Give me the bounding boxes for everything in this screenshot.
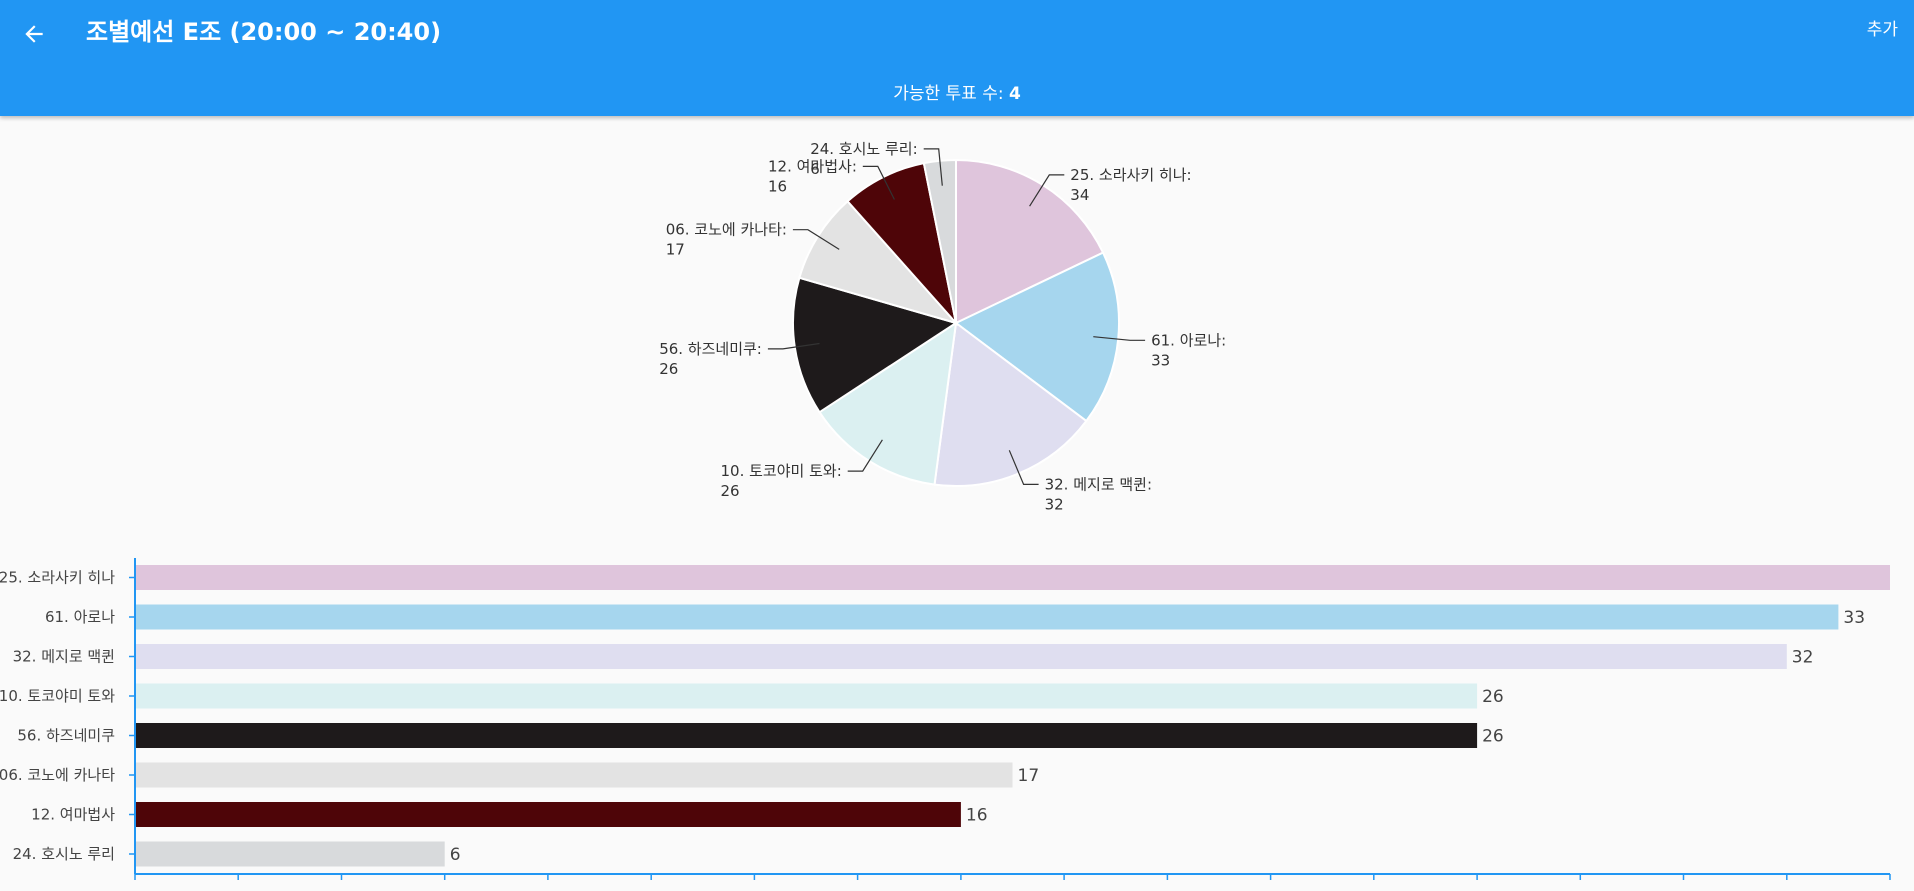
pie-leader-line <box>767 342 820 350</box>
bar-value-label: 17 <box>1018 766 1040 786</box>
page-title: 조별예선 E조 (20:00 ~ 20:40) <box>86 18 442 46</box>
pie-slice-label: 32. 메지로 맥퀸: 32 <box>1045 475 1152 513</box>
bar[interactable] <box>135 762 1013 788</box>
bar-category-label: 10. 토코야미 토와 <box>0 687 115 705</box>
bar-value-label: 26 <box>1482 687 1504 707</box>
bar[interactable] <box>135 683 1478 709</box>
bar-category-label: 12. 여마법사 <box>31 806 115 824</box>
bar-value-label: 26 <box>1482 727 1504 747</box>
pie-leader-line <box>792 229 840 250</box>
bar-category-label: 32. 메지로 맥퀸 <box>13 648 115 666</box>
add-button[interactable]: 추가 <box>1866 20 1898 40</box>
bar[interactable] <box>135 841 445 867</box>
pie-slice-label: 56. 하즈네미쿠: 26 <box>659 340 762 378</box>
bar-category-label: 24. 호시노 루리 <box>13 845 115 863</box>
pie-leader-line <box>923 148 943 186</box>
pie-leader-line <box>1008 450 1039 485</box>
bar[interactable] <box>135 565 1890 590</box>
pie-slice-label: 24. 호시노 루리: 6 <box>810 140 917 178</box>
bar[interactable] <box>135 644 1787 669</box>
pie-slice-label: 12. 여마법사: 16 <box>768 157 857 195</box>
bar-category-label: 56. 하즈네미쿠 <box>17 727 115 745</box>
pie-slice-label: 61. 아로나: 33 <box>1151 331 1226 369</box>
app-bar: 조별예선 E조 (20:00 ~ 20:40) 추가 가능한 투표 수: 4 <box>0 0 1914 116</box>
bar-value-label: 32 <box>1792 648 1814 668</box>
pie-leader-line <box>847 439 883 472</box>
pie-leader-line <box>1093 336 1146 341</box>
pie-slice-label: 25. 소라사키 히나: 34 <box>1070 166 1191 204</box>
arrow-left-icon <box>25 25 43 43</box>
back-button[interactable] <box>14 14 54 54</box>
pie-slice-label: 10. 토코야미 토와: 26 <box>721 462 842 500</box>
bar[interactable] <box>135 723 1478 748</box>
bar[interactable] <box>135 604 1839 630</box>
bar[interactable] <box>135 802 961 827</box>
bar-value-label: 33 <box>1843 608 1865 628</box>
bar-category-label: 06. 코노에 카나타 <box>0 766 115 784</box>
pie-leader-line <box>1029 174 1065 207</box>
bar-value-label: 6 <box>450 845 461 865</box>
pie-slice-label: 06. 코노에 카나타: 17 <box>666 221 787 259</box>
available-votes-label: 가능한 투표 수: <box>893 84 1009 104</box>
bar-value-label: 16 <box>966 806 988 826</box>
pie-leader-line <box>862 165 895 200</box>
available-votes-count: 4 <box>1008 84 1021 104</box>
bar-category-label: 61. 아로나 <box>45 608 115 626</box>
bar-category-label: 25. 소라사키 히나 <box>0 569 115 587</box>
available-votes: 가능한 투표 수: 4 <box>0 80 1914 108</box>
pie-chart: 25. 소라사키 히나: 34 61. 아로나: 33 32. 메지로 맥퀸: 32 10.… <box>659 140 1226 514</box>
